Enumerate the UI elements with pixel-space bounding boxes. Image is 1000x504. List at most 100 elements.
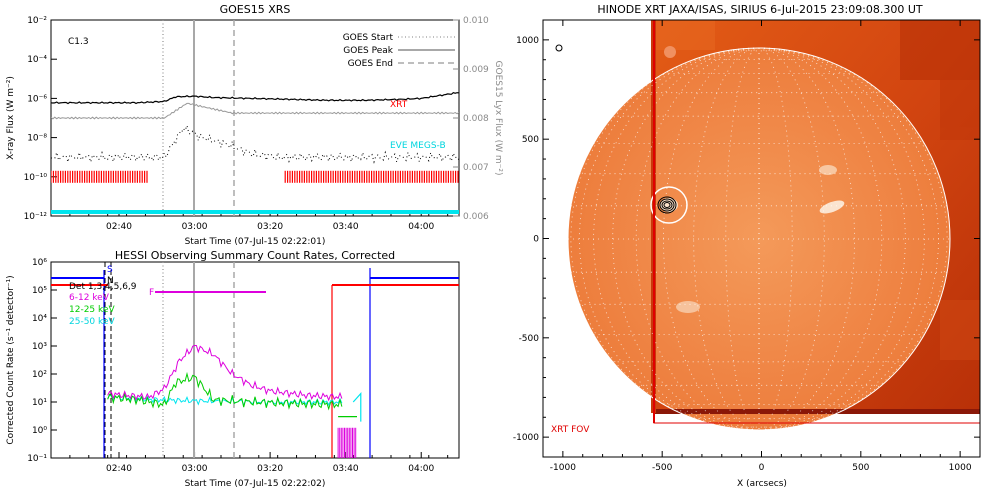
hessi-legend: Det 1,3,4,5,6,9 6-12 keV 12-25 keV 25-50… [69, 265, 154, 327]
hessi-ylabel: Corrected Count Rate (s⁻¹ detector⁻¹) [6, 275, 16, 444]
goes-series-group [51, 92, 459, 164]
xrt-y-axis: 1000 500 0 -500 -1000 [513, 36, 980, 443]
xrt-x-tick-label: -500 [652, 463, 673, 473]
goes-x-tick-label: 04:00 [408, 222, 434, 232]
xrt-contour-3 [661, 200, 673, 210]
goes-y2-tick-label: 0.008 [463, 114, 489, 124]
xrt-xlabel: X (arcsecs) [737, 479, 787, 489]
goes-x-tick-label: 03:00 [182, 222, 208, 232]
hessi-y-tick-label: 10² [32, 370, 47, 380]
hessi-legend-det: Det 1,3,4,5,6,9 [69, 282, 137, 292]
goes-legend: GOES Start GOES Peak GOES End [343, 33, 455, 69]
goes-lyx-line [51, 102, 459, 120]
hessi-title: HESSI Observing Summary Count Rates, Cor… [115, 249, 395, 262]
xrt-active-region-3 [676, 301, 700, 313]
xrt-heliographic-grid [568, 47, 950, 431]
xrt-flare-circle [650, 186, 688, 224]
xrt-contour-4 [663, 202, 671, 208]
hessi-y-tick-label: 10⁰ [32, 426, 47, 436]
xrt-fov-label: XRT FOV [551, 425, 590, 435]
hessi-x-tick-label: 02:40 [106, 464, 132, 474]
hessi-y-tick-label: 10³ [32, 342, 47, 352]
xrt-image-bottom-strip [654, 409, 980, 414]
goes-y2-tick-label: 0.007 [463, 163, 489, 173]
xrt-longitude-line [758, 47, 925, 431]
goes-x-tick-label: 03:20 [257, 222, 283, 232]
xrt-flare-contours [650, 186, 688, 224]
hessi-marker-f: F [149, 288, 154, 298]
hessi-panel: HESSI Observing Summary Count Rates, Cor… [6, 249, 460, 489]
hessi-plot-frame [50, 261, 460, 459]
xrt-longitude-line [663, 47, 760, 431]
goes-event-lines [162, 20, 235, 216]
xrt-y-tick-label: 500 [522, 135, 539, 145]
hessi-x-tick-label: 03:00 [182, 464, 208, 474]
hessi-series-group [107, 345, 343, 411]
hessi-legend-low: 6-12 keV [69, 293, 110, 303]
xrt-y-tick-label: -1000 [513, 433, 539, 443]
goes-class-label: C1.3 [68, 37, 89, 47]
goes-title: GOES15 XRS [220, 3, 291, 16]
xrt-small-marker [555, 44, 563, 52]
goes-xrt-coverage [51, 170, 459, 183]
xrt-x-tick-label: 500 [852, 463, 869, 473]
goes-y-tick-label: 10⁻⁴ [27, 55, 47, 65]
hessi-event-lines [104, 262, 235, 458]
hessi-x-tick-label: 03:40 [333, 464, 359, 474]
goes-x-tick-label: 03:40 [333, 222, 359, 232]
hessi-xlabel: Start Time (07-Jul-15 02:22:02) [185, 479, 326, 489]
xrt-x-axis: -1000 -500 0 500 1000 [550, 20, 972, 473]
hessi-y-tick-label: 10⁵ [32, 286, 47, 296]
hessi-saa-burst [337, 392, 362, 458]
hessi-saa-high-line [352, 392, 362, 422]
hessi-y-tick-label: 10⁴ [32, 314, 47, 324]
hessi-x-tick-label: 04:00 [408, 464, 434, 474]
hessi-y-axis: 10⁶ 10⁵ 10⁴ 10³ 10² 10¹ 10⁰ 10⁻¹ [27, 258, 57, 464]
goes-xrt-label: XRT [390, 100, 408, 110]
hessi-marker-s: S [107, 265, 113, 275]
xrt-active-region-2 [819, 165, 837, 175]
goes-y-tick-label: 10⁻¹⁰ [24, 173, 48, 183]
goes-eve-band [51, 210, 459, 214]
xrt-active-region-5 [664, 46, 676, 58]
xrt-longitude-line [758, 47, 939, 431]
hessi-y-tick-label: 10¹ [32, 398, 47, 408]
goes-xlabel: Start Time (07-Jul-15 02:22:01) [185, 237, 326, 247]
goes-y2-tick-label: 0.010 [463, 16, 489, 26]
xrt-longitude-line [593, 47, 760, 431]
goes-y-tick-label: 10⁻⁸ [27, 134, 47, 144]
goes-long-channel-line [51, 92, 459, 105]
hessi-y-tick-label: 10⁻¹ [27, 454, 47, 464]
goes-y2-axis: 0.010 0.009 0.008 0.007 0.006 [453, 16, 489, 222]
xrt-y-tick-label: -500 [519, 334, 540, 344]
xrt-title: HINODE XRT JAXA/ISAS, SIRIUS 6-Jul-2015 … [597, 3, 923, 16]
goes-eve-label: EVE MEGS-B [390, 141, 446, 151]
xrt-image-blocks [655, 20, 980, 360]
xrt-longitude-line [579, 47, 760, 431]
goes-y2-tick-label: 0.006 [463, 212, 489, 222]
goes-x-tick-label: 02:40 [106, 222, 132, 232]
hessi-x-tick-label: 03:20 [257, 464, 283, 474]
hessi-legend-high: 25-50 keV [69, 317, 115, 327]
xrt-longitude-line [758, 47, 855, 431]
goes-panel: GOES15 XRS C1.3 10⁻²10⁻⁴10⁻⁶10⁻⁸10⁻¹⁰10⁻… [6, 3, 503, 247]
xrt-active-region-1 [819, 200, 845, 214]
xrt-longitude-line [612, 47, 760, 431]
xrt-contour-1 [657, 196, 677, 214]
goes-legend-end: GOES End [348, 59, 393, 69]
xrt-x-tick-label: -1000 [550, 463, 576, 473]
goes-y-tick-label: 10⁻⁶ [27, 94, 47, 104]
hessi-low-energy-line [107, 345, 343, 402]
hessi-flags [51, 268, 459, 458]
hessi-marker-n: N [107, 276, 114, 286]
goes-legend-peak: GOES Peak [343, 46, 393, 56]
xrt-y-tick-label: 1000 [516, 36, 539, 46]
goes-ylabel: X-ray Flux (W m⁻²) [6, 76, 16, 160]
hessi-mid-energy-line [107, 371, 343, 411]
xrt-x-tick-label: 0 [759, 463, 765, 473]
xrt-limb-circle [567, 47, 951, 431]
hessi-legend-mid: 12-25 keV [69, 305, 115, 315]
goes-y-tick-label: 10⁻² [27, 16, 47, 26]
goes-ylabel-right: GOES15 Lyx Flux (W m⁻²) [493, 61, 503, 176]
